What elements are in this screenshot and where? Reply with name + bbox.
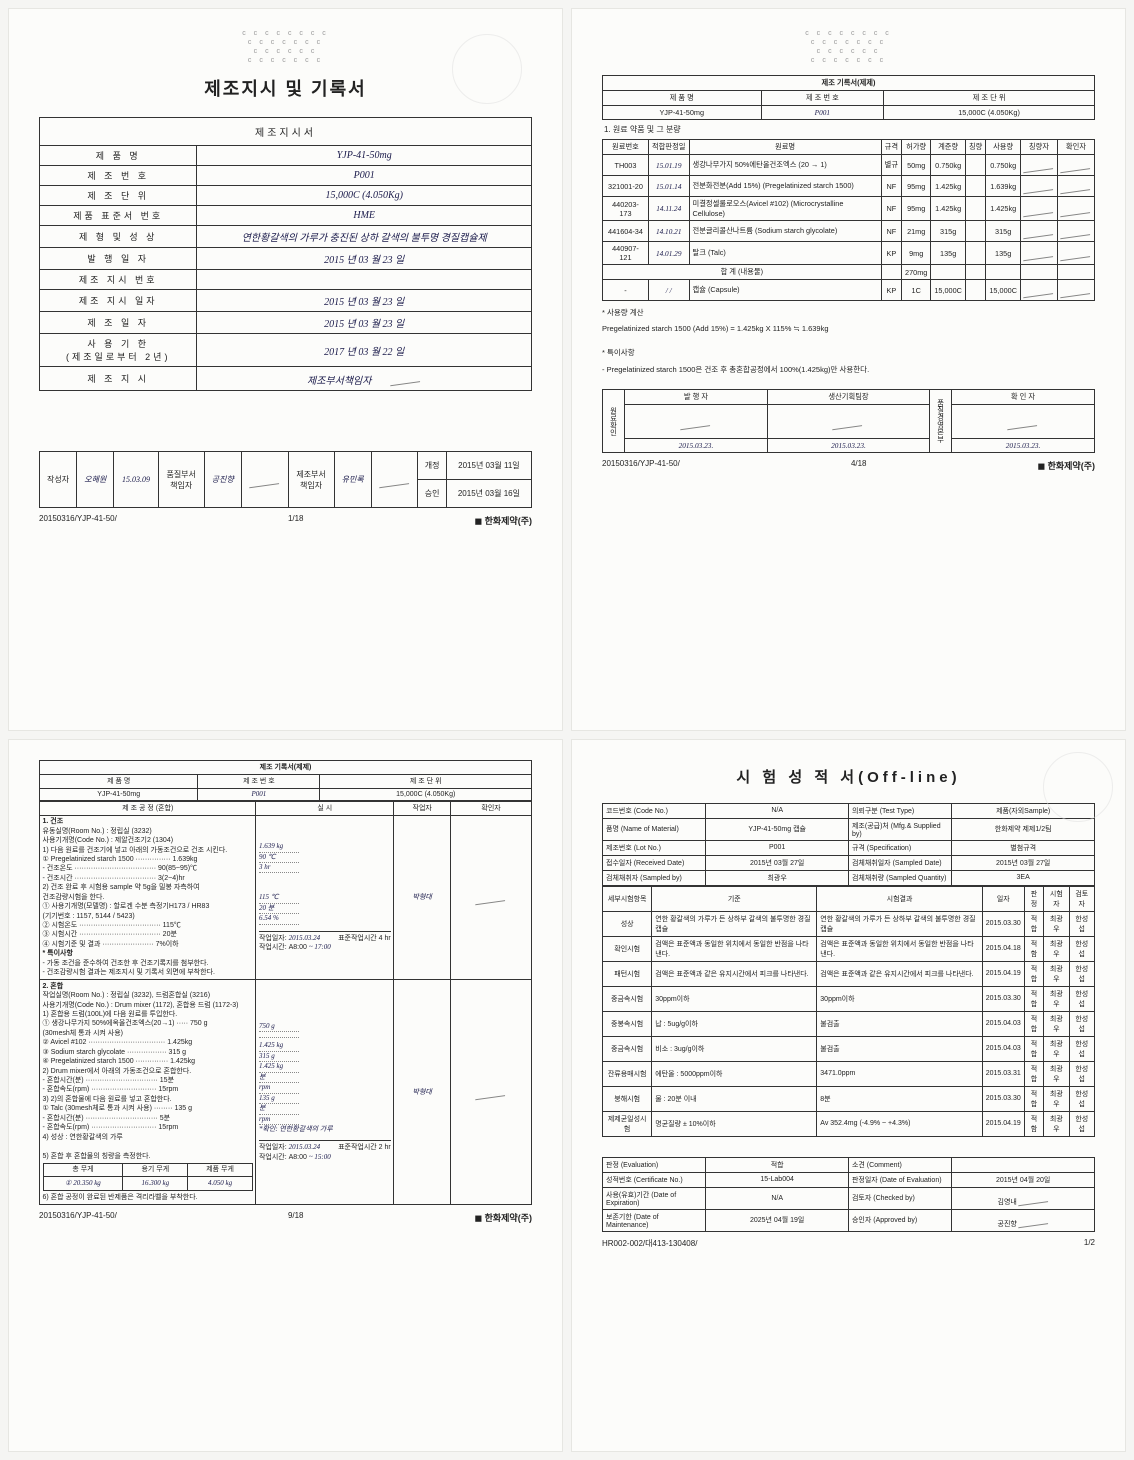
brand-logo: ◼ 한화제약(주) xyxy=(1038,459,1095,472)
page-4: 시 험 성 적 서(Off-line) 코드번호 (Code No.)N/A의뢰… xyxy=(571,739,1126,1452)
field-value: 15,000C (4.050Kg) xyxy=(197,186,532,206)
dot-pattern: c c c c c c c cc c c c c c c c c c c c c… xyxy=(602,29,1095,65)
field-value: 2015 년 03 월 23 일 xyxy=(197,248,532,270)
field-label: 제 조 지 시 xyxy=(40,367,197,391)
field-value: 2015 년 03 월 23 일 xyxy=(197,312,532,334)
signature-icon xyxy=(379,470,410,489)
stamp-circle xyxy=(1043,752,1113,822)
field-value: YJP-41-50mg xyxy=(197,146,532,166)
footer-doc-id: 20150316/YJP-41-50/ xyxy=(39,514,117,527)
footer-page: 1/18 xyxy=(288,514,304,527)
footer-doc-id: 20150316/YJP-41-50/ xyxy=(39,1211,117,1224)
brand-logo: ◼ 한화제약(주) xyxy=(475,514,532,527)
field-label: 제 조 번 호 xyxy=(40,166,197,186)
process-table: 제 조 공 정 (혼합) 실 시 작업자 확인자 1. 건조 유동실명(Room… xyxy=(39,801,532,1205)
brand-logo: ◼ 한화제약(주) xyxy=(475,1211,532,1224)
header-table: 제조 기록서(제제) 제 품 명 제 조 번 호 제 조 단 위 YJP-41-… xyxy=(39,760,532,801)
report-bottom-table: 판정 (Evaluation)적합소견 (Comment)성적번호 (Certi… xyxy=(602,1157,1095,1232)
field-label: 제 조 일 자 xyxy=(40,312,197,334)
note-body: - Pregelatinized starch 1500은 건조 후 총혼합공정… xyxy=(602,364,1095,375)
calc-body: Pregelatinized starch 1500 (Add 15%) = 1… xyxy=(602,324,1095,333)
field-label: 제 품 명 xyxy=(40,146,197,166)
field-value: 2015 년 03 월 23 일 xyxy=(197,290,532,312)
section-title: 1. 원료 약품 및 그 분량 xyxy=(602,120,1095,139)
materials-table: 원료번호적합판정일원료명규격허가량계준량칭량사용량칭량자확인자 TH00315.… xyxy=(602,139,1095,301)
instruction-table: 제조지시서 제 품 명YJP-41-50mg제 조 번 호P001제 조 단 위… xyxy=(39,117,532,391)
footer-page: 1/2 xyxy=(1084,1238,1095,1249)
field-label: 발 행 일 자 xyxy=(40,248,197,270)
field-label: 제조 지시 일자 xyxy=(40,290,197,312)
page-3: 제조 기록서(제제) 제 품 명 제 조 번 호 제 조 단 위 YJP-41-… xyxy=(8,739,563,1452)
test-report-title: 시 험 성 적 서(Off-line) xyxy=(602,766,1095,787)
approval-table: 원료확인 발 행 자생산기획팀장 품질경영본부 확 인 자 2015.03.23… xyxy=(602,389,1095,453)
field-label: 사 용 기 한 (제조일로부터 2년) xyxy=(40,334,197,367)
footer-doc-id: HR002-002/대413-130408/ xyxy=(602,1238,697,1249)
field-value: 제조부서책임자 xyxy=(197,367,532,391)
page-1: c c c c c c c cc c c c c c c c c c c c c… xyxy=(8,8,563,731)
note-title: * 특이사항 xyxy=(602,347,1095,358)
field-value: 2017 년 03 월 22 일 xyxy=(197,334,532,367)
field-label: 제 형 및 성 상 xyxy=(40,226,197,248)
inner-title: 제조지시서 xyxy=(40,118,532,146)
footer-page: 9/18 xyxy=(288,1211,304,1224)
test-results-table: 세부시험항목기준시험결과일자판정시험자검토자 성상연한 황갈색의 가루가 든 상… xyxy=(602,886,1095,1137)
field-label: 제품 표준서 번호 xyxy=(40,206,197,226)
calc-title: * 사용량 계산 xyxy=(602,307,1095,318)
signature-icon xyxy=(249,470,280,489)
stamp-circle xyxy=(452,34,522,104)
header-table: 제조 기록서(제제) 제 품 명 제 조 번 호 제 조 단 위 YJP-41-… xyxy=(602,75,1095,120)
signature-box: 작성자오혜원 15.03.09 품질부서책임자공진향 제조부서책임자유민록 개정… xyxy=(39,451,532,508)
field-value: HME xyxy=(197,206,532,226)
footer-page: 4/18 xyxy=(851,459,867,472)
field-value xyxy=(197,270,532,290)
field-label: 제 조 단 위 xyxy=(40,186,197,206)
page-2: c c c c c c c cc c c c c c c c c c c c c… xyxy=(571,8,1126,731)
field-label: 제조 지시 번호 xyxy=(40,270,197,290)
field-value: P001 xyxy=(197,166,532,186)
report-meta-table: 코드번호 (Code No.)N/A의뢰구분 (Test Type)제품(자외S… xyxy=(602,803,1095,886)
field-value: 연한황갈색의 가루가 충진된 상하 갈색의 불투명 경질캡슐제 xyxy=(197,226,532,248)
footer-doc-id: 20150316/YJP-41-50/ xyxy=(602,459,680,472)
